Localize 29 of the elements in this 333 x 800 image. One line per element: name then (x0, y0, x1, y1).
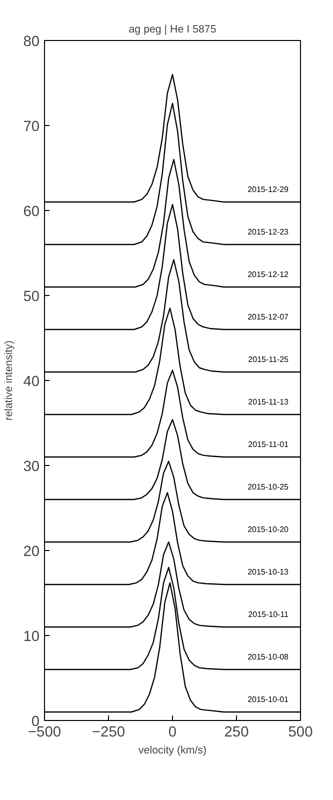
series-label: 2015-10-08 (248, 652, 290, 662)
series-label: 2015-11-25 (248, 355, 290, 364)
x-tick-label: −250 (92, 724, 126, 740)
x-tick-label: 0 (168, 724, 177, 740)
y-axis-title: relative intensity) (3, 340, 16, 420)
x-tick-label: 500 (288, 724, 313, 740)
series-label: 2015-12-23 (248, 228, 290, 236)
series-label: 2015-10-25 (248, 482, 290, 492)
y-tick-label: 20 (23, 544, 40, 560)
series-label: 2015-11-01 (248, 440, 290, 449)
y-tick-label: 80 (23, 34, 40, 50)
y-tick-label: 40 (23, 374, 40, 390)
chart-title: ag peg | He I 5875 (128, 24, 216, 36)
y-tick-label: 30 (23, 459, 40, 475)
series-label: 2015-12-12 (248, 270, 290, 279)
series-label: 2015-12-29 (248, 185, 290, 194)
y-tick-label: 70 (23, 119, 40, 135)
series-label: 2015-10-20 (248, 525, 290, 534)
y-tick-label: 10 (23, 629, 40, 645)
series-label: 2015-11-13 (248, 398, 290, 406)
series-label: 2015-12-07 (248, 312, 290, 322)
series-label: 2015-10-11 (248, 610, 290, 619)
x-tick-label: 250 (224, 724, 249, 740)
series-label: 2015-10-13 (248, 568, 290, 576)
y-tick-label: 50 (23, 289, 40, 305)
y-tick-label: 60 (23, 204, 40, 220)
x-tick-label: −500 (28, 724, 62, 740)
x-axis-title: velocity (km/s) (138, 744, 207, 756)
series-label: 2015-10-01 (248, 695, 290, 704)
